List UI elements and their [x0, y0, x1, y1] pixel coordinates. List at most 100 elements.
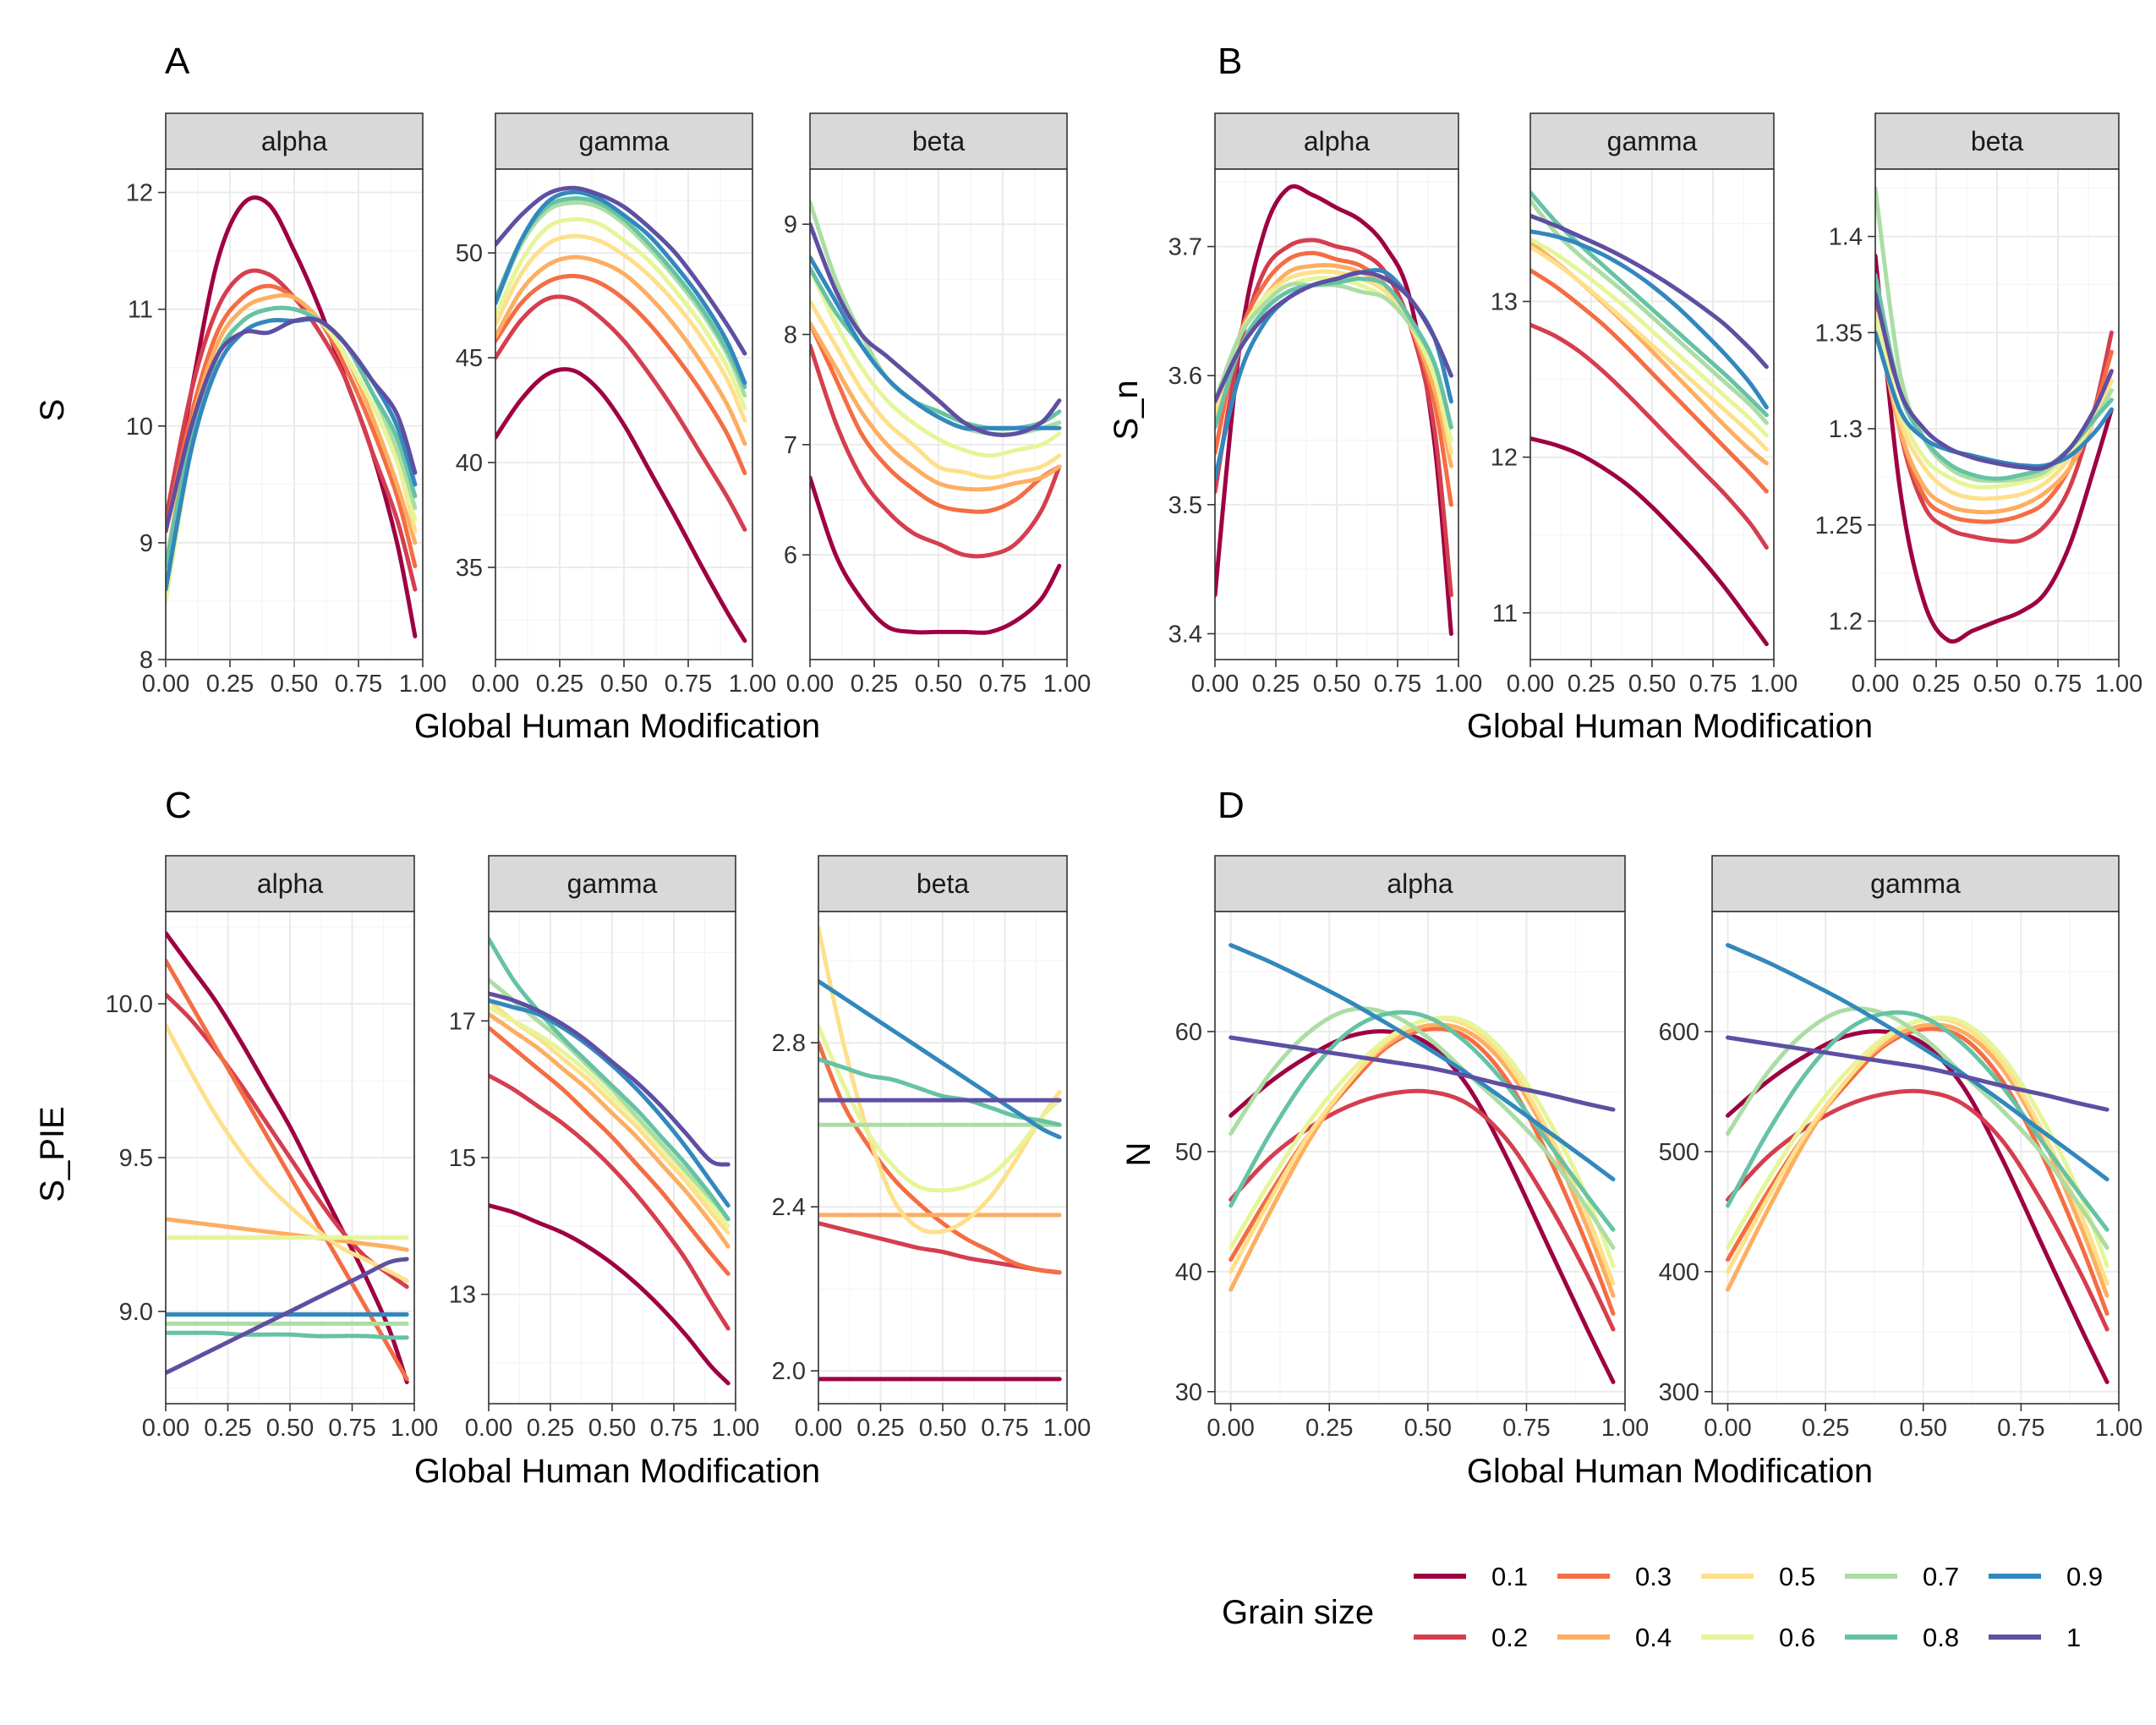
- x-tick-label: 0.25: [204, 1415, 251, 1442]
- y-tick-label: 9: [784, 211, 797, 238]
- series-line-0.6: [810, 266, 1062, 458]
- y-tick-label: 11: [128, 297, 153, 324]
- series-line-0.9: [495, 189, 747, 386]
- series-line-0.3: [166, 958, 409, 1382]
- x-tick-label: 1.00: [1043, 1415, 1091, 1442]
- x-axis-title-a: Global Human Modification: [414, 708, 820, 745]
- series-line-0.9: [489, 998, 731, 1208]
- x-tick-label: 0.75: [1502, 1415, 1550, 1442]
- series-line-0.8: [166, 1330, 409, 1340]
- series-line-0.3: [818, 1040, 1062, 1275]
- series-line-0.3: [495, 273, 747, 475]
- facet-strip: [495, 112, 753, 170]
- facet-strip-label: beta: [917, 868, 969, 899]
- series-line-1: [1215, 270, 1453, 404]
- series-group: [166, 931, 409, 1384]
- panel-b: B S_n alpha 0.00 0.25 0.50 0.75 1.00 3.4 3.5 3.6 3.…: [1108, 41, 2142, 698]
- y-tick-label: 3.7: [1168, 234, 1202, 261]
- panel-c: C S_PIE alpha 0.00 0.25 0.50 0.75 1.00 9.0 9.5 10.…: [34, 785, 1091, 1442]
- facet-strip: [165, 112, 424, 170]
- series-line-0.5: [166, 1023, 409, 1283]
- legend-label: 0.2: [1491, 1623, 1528, 1652]
- y-tick-label: 30: [1175, 1379, 1202, 1406]
- series-line-0.2: [495, 294, 747, 532]
- series-line-0.1: [166, 931, 409, 1384]
- series-line-0.1: [810, 475, 1062, 635]
- y-axis-title: N: [1120, 1142, 1157, 1167]
- y-axis-title: S_PIE: [34, 1106, 71, 1202]
- y-axis-title: S: [34, 399, 71, 422]
- x-tick-label: 0.00: [1852, 671, 1899, 698]
- x-axis-title-d: Global Human Modification: [1467, 1453, 1873, 1490]
- plot-border: [818, 911, 1068, 1405]
- x-tick-label: 0.00: [142, 1415, 189, 1442]
- series-line-0.6: [489, 1005, 731, 1229]
- series-group: [1530, 190, 1769, 647]
- y-tick-label: 1.4: [1829, 224, 1863, 251]
- series-line-0.9: [1726, 943, 2109, 1182]
- y-tick-label: 40: [1175, 1259, 1202, 1286]
- x-tick-label: 0.75: [1997, 1415, 2044, 1442]
- y-tick-label: 300: [1659, 1379, 1699, 1406]
- x-tick-label: 0.50: [1628, 671, 1676, 698]
- x-tick-label: 0.00: [142, 671, 189, 698]
- series-group: [489, 936, 731, 1386]
- legend-item-0.5: 0.5: [1701, 1562, 1815, 1591]
- legend-label: 0.3: [1635, 1562, 1672, 1591]
- panel-label: B: [1218, 41, 1242, 82]
- y-tick-label: 12: [126, 180, 153, 207]
- x-tick-label: 0.75: [979, 671, 1026, 698]
- plot-border: [488, 911, 736, 1405]
- series-line-1: [489, 991, 731, 1167]
- x-tick-label: 0.25: [1568, 671, 1615, 698]
- x-tick-label: 1.00: [391, 1415, 438, 1442]
- series-line-0.8: [1726, 1010, 2109, 1232]
- facet-alpha: alpha 0.00 0.25 0.50 0.75 1.00 8 9 10 11 12: [126, 112, 446, 698]
- series-line-0.2: [489, 1073, 731, 1331]
- y-tick-label: 400: [1659, 1259, 1699, 1286]
- x-tick-label: 0.25: [536, 671, 583, 698]
- x-tick-label: 0.75: [981, 1415, 1028, 1442]
- legend-label: 0.7: [1923, 1562, 1959, 1591]
- series-group: [818, 925, 1062, 1382]
- y-tick-label: 600: [1659, 1019, 1699, 1046]
- plot-border: [1529, 168, 1775, 660]
- series-line-0.3: [1530, 268, 1769, 494]
- series-line-1: [810, 222, 1062, 437]
- y-tick-label: 10.0: [106, 991, 153, 1018]
- y-tick-label: 11: [1492, 600, 1518, 627]
- series-line-0.7: [489, 978, 731, 1222]
- y-axis-title: S_n: [1108, 380, 1145, 440]
- series-line-0.3: [810, 321, 1062, 514]
- series-line-0.1: [166, 195, 418, 638]
- series-line-0.5: [810, 298, 1062, 480]
- series-line-1: [166, 316, 418, 534]
- series-group: [1726, 943, 2109, 1384]
- x-tick-label: 0.50: [1900, 1415, 1947, 1442]
- y-tick-label: 9: [140, 530, 153, 557]
- facet-alpha: alpha 0.00 0.25 0.50 0.75 1.00 30 40 50 60: [1175, 855, 1649, 1442]
- y-tick-label: 3.5: [1168, 492, 1202, 519]
- series-group: [166, 195, 418, 638]
- series-line-0.8: [489, 936, 731, 1222]
- y-tick-label: 7: [784, 432, 797, 459]
- plot-border: [1874, 168, 2120, 660]
- legend-item-0.2: 0.2: [1414, 1623, 1528, 1652]
- y-tick-label: 12: [1491, 445, 1518, 472]
- legend-item-0.7: 0.7: [1845, 1562, 1959, 1591]
- series-line-0.4: [1875, 311, 2114, 515]
- facet-strip-label: alpha: [1387, 868, 1453, 899]
- series-line-0.1: [495, 367, 747, 643]
- facet-strip: [165, 855, 415, 912]
- y-tick-label: 17: [449, 1008, 476, 1035]
- series-line-0.6: [818, 1024, 1062, 1193]
- legend-title: Grain size: [1222, 1594, 1374, 1631]
- series-line-0.1: [1875, 253, 2114, 644]
- y-tick-label: 2.4: [772, 1194, 806, 1221]
- legend-item-0.9: 0.9: [1989, 1562, 2103, 1591]
- series-line-0.1: [489, 1203, 731, 1386]
- y-tick-label: 35: [456, 555, 483, 582]
- series-line-0.7: [495, 200, 747, 398]
- x-tick-label: 0.25: [856, 1415, 904, 1442]
